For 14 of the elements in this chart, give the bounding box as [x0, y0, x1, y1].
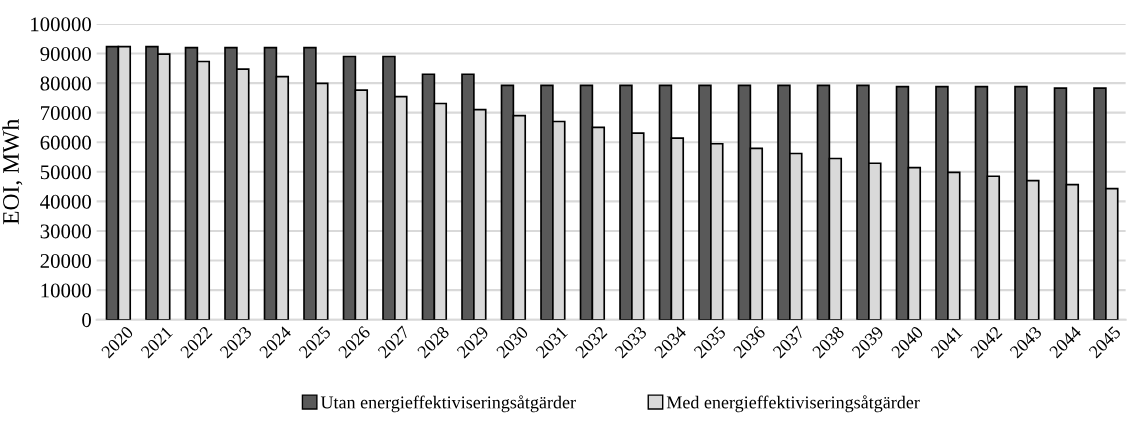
y-tick-label: 100000 [31, 17, 91, 32]
y-tick-label: 20000 [40, 253, 91, 268]
y-tick-label: 30000 [40, 224, 91, 239]
y-tick-label: 60000 [40, 135, 91, 150]
y-tick-label: 70000 [41, 106, 91, 121]
y-tick-label: 50000 [40, 165, 91, 180]
y-tick-label: 10000 [41, 283, 91, 298]
y-tick-label: 40000 [40, 194, 91, 209]
y-axis-title: EOI, MWh [2, 119, 23, 225]
legend-label: Utan energieffektiviseringsåtgärder [320, 395, 576, 413]
y-tick-label: 80000 [40, 76, 91, 91]
y-tick-label: 0 [82, 313, 91, 328]
legend-label: Med energieffektiviseringsåtgärder [666, 395, 920, 413]
y-tick-label: 90000 [40, 46, 91, 61]
